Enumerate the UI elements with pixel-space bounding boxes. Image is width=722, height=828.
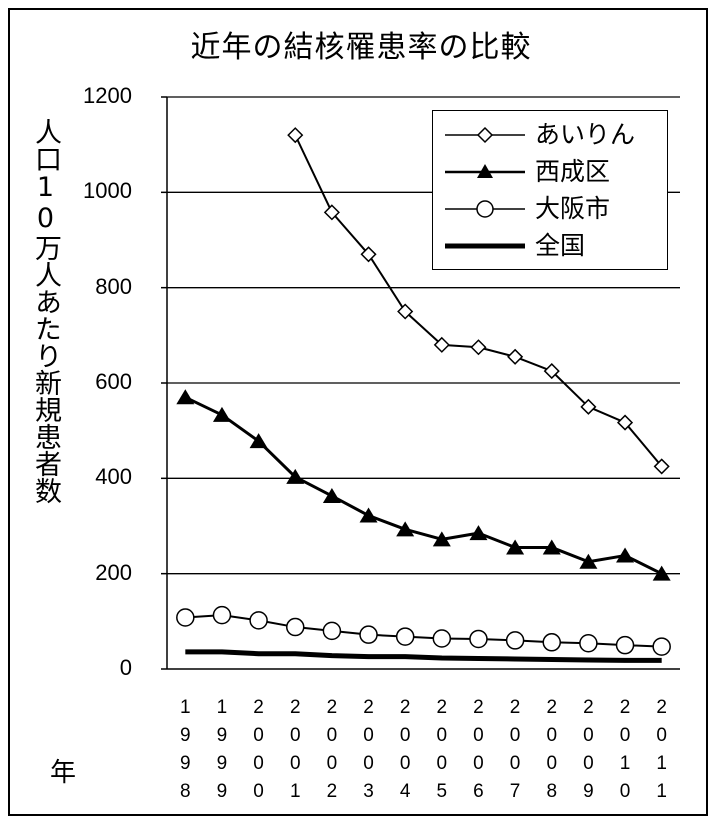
x-tick-label: 2 0 0 1 — [289, 697, 301, 802]
x-tick-label: 2 0 1 0 — [619, 697, 631, 802]
data-point-circle — [579, 634, 598, 653]
x-tick-label: 2 0 0 9 — [583, 697, 594, 802]
legend-swatch-diamond — [445, 126, 525, 144]
data-point-triangle — [432, 531, 451, 547]
chart-frame — [8, 8, 708, 816]
data-point-diamond — [287, 127, 304, 144]
legend-item-nishinari: 西成区 — [433, 156, 667, 188]
data-point-circle — [432, 629, 452, 648]
series-line — [184, 395, 663, 576]
data-point-triangle — [396, 521, 415, 537]
data-point-triangle — [506, 539, 525, 555]
legend: あいりん 西成区 大阪市 全国 — [432, 110, 668, 270]
x-tick-label: 2 0 0 7 — [509, 697, 521, 802]
y-tick-label: 0 — [119, 655, 132, 680]
y-tick-label: 200 — [95, 559, 132, 585]
legend-item-national: 全国 — [433, 230, 667, 262]
x-tick-label: 2 0 0 8 — [546, 697, 558, 802]
data-point-circle — [212, 605, 232, 625]
data-point-triangle — [359, 507, 378, 523]
legend-item-osaka-city: 大阪市 — [433, 193, 667, 225]
legend-label: 西成区 — [535, 157, 611, 186]
data-point-diamond — [397, 303, 414, 320]
data-point-circle — [322, 621, 342, 641]
data-point-diamond — [323, 204, 340, 221]
data-point-circle — [395, 627, 415, 646]
chart-title: 近年の結核罹患率の比較 — [190, 30, 532, 65]
x-tick-label: 2 0 0 6 — [473, 697, 484, 802]
y-tick-label: 1200 — [83, 83, 132, 108]
data-point-circle — [652, 637, 671, 656]
x-axis-label: 年 — [50, 758, 77, 788]
data-point-triangle — [249, 433, 268, 449]
data-point-circle — [249, 611, 268, 630]
data-point-diamond — [616, 414, 634, 431]
data-point-circle — [176, 608, 195, 627]
legend-swatch-triangle — [445, 164, 525, 178]
legend-item-airin: あいりん — [433, 119, 667, 151]
series-line — [185, 649, 662, 663]
data-point-circle — [615, 635, 635, 655]
data-point-diamond — [543, 363, 560, 380]
y-axis-label: 人口10万人あたり新規患者数 — [30, 118, 61, 504]
x-tick-label: 2 0 0 4 — [399, 697, 411, 802]
data-point-diamond — [507, 348, 524, 365]
data-point-diamond — [580, 398, 597, 415]
y-tick-label: 1000 — [83, 178, 132, 204]
data-point-triangle — [212, 406, 231, 422]
legend-label: 全国 — [535, 231, 586, 260]
data-point-diamond — [433, 336, 450, 353]
x-tick-label: 2 0 0 3 — [363, 697, 374, 802]
legend-swatch-circle — [445, 200, 525, 218]
data-point-circle — [505, 631, 525, 650]
data-point-triangle — [176, 389, 195, 405]
data-point-circle — [286, 617, 305, 637]
data-point-diamond — [653, 458, 670, 475]
data-point-triangle — [469, 525, 488, 541]
y-tick-label: 800 — [95, 273, 132, 299]
data-point-triangle — [579, 553, 598, 569]
legend-label: あいりん — [535, 120, 636, 149]
y-tick-label: 600 — [95, 369, 132, 394]
legend-swatch-line — [445, 243, 525, 249]
data-point-circle — [359, 625, 378, 644]
data-point-circle — [542, 633, 561, 652]
data-point-triangle — [652, 565, 671, 581]
data-point-diamond — [360, 246, 377, 263]
data-point-triangle — [322, 487, 341, 503]
legend-label: 大阪市 — [535, 194, 611, 223]
x-tick-label: 2 0 0 5 — [436, 697, 448, 802]
x-tick-label: 2 0 1 1 — [656, 697, 667, 802]
x-tick-label: 2 0 0 2 — [326, 697, 338, 802]
x-tick-label: 1 9 9 8 — [180, 697, 191, 802]
data-point-triangle — [286, 468, 305, 484]
x-tick-label: 2 0 0 0 — [253, 697, 264, 802]
data-point-triangle — [542, 539, 561, 555]
data-point-diamond — [470, 339, 487, 356]
data-point-circle — [469, 629, 488, 649]
data-point-triangle — [616, 547, 635, 563]
x-tick-label: 1 9 9 9 — [216, 697, 228, 802]
y-tick-label: 400 — [95, 464, 132, 490]
